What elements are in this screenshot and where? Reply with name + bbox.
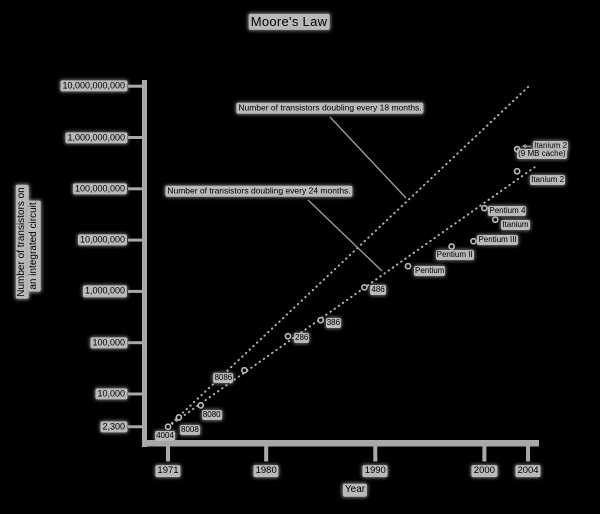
point-label: Pentium III <box>477 235 518 246</box>
y-tick-label: 2,300 <box>100 421 127 433</box>
x-tick <box>264 446 269 462</box>
annotation-leader-line <box>307 199 383 272</box>
trend-line <box>167 166 536 428</box>
data-point <box>360 283 368 291</box>
x-tick-label: 2000 <box>471 465 497 477</box>
x-tick-label: 2004 <box>515 465 541 477</box>
point-label: 8080 <box>201 410 222 421</box>
y-tick <box>128 84 142 88</box>
y-tick-label: 100,000,000 <box>72 183 127 195</box>
data-point <box>470 237 477 245</box>
point-label: Itanium <box>501 219 530 230</box>
data-point <box>404 262 412 270</box>
data-point <box>284 332 292 340</box>
x-tick-label: 1971 <box>155 465 181 477</box>
y-tick <box>128 187 142 191</box>
data-point <box>480 204 488 212</box>
annotation-leader-line <box>329 116 407 199</box>
y-tick <box>128 341 142 345</box>
y-tick-label: 1,000,000 <box>82 285 127 298</box>
data-point <box>197 401 205 409</box>
y-tick <box>128 289 142 293</box>
y-tick <box>128 136 142 139</box>
x-tick <box>373 446 378 462</box>
point-label: Itanium 2 <box>533 141 569 152</box>
trend-annotation: Number of transistors doubling every 18 … <box>236 102 424 114</box>
y-tick-label: 10,000 <box>95 388 127 400</box>
point-label: 4004 <box>155 430 175 441</box>
y-tick-label: 10,000,000 <box>77 234 127 246</box>
chart-title: Moore's Law <box>248 13 330 31</box>
point-label: Itanium 2 <box>530 175 566 186</box>
label-arrow-head-icon <box>521 143 527 149</box>
y-axis-line <box>142 80 147 447</box>
point-label: 286 <box>294 333 310 344</box>
data-point <box>513 167 521 175</box>
x-tick <box>166 446 170 462</box>
y-axis-title-line2: an integrated circuit <box>27 200 41 292</box>
y-axis-title-line1: Number of transistors on <box>15 185 29 299</box>
y-tick-label: 10,000,000,000 <box>60 80 127 92</box>
data-point <box>317 316 325 324</box>
point-label: Pentium 4 <box>488 206 527 217</box>
point-label: 486 <box>370 285 386 296</box>
point-label: 8086 <box>213 373 234 384</box>
y-tick <box>128 425 142 429</box>
x-axis-title: Year <box>342 483 368 497</box>
x-tick-label: 1990 <box>362 465 388 477</box>
data-point <box>175 413 183 421</box>
point-label: Pentium II <box>435 249 474 260</box>
trend-annotation: Number of transistors doubling every 24 … <box>165 185 353 197</box>
data-point <box>448 243 456 250</box>
point-label: 386 <box>325 318 342 329</box>
data-point <box>240 366 248 374</box>
y-tick-label: 100,000 <box>90 337 127 349</box>
point-label: 8008 <box>180 425 200 436</box>
trend-line <box>167 83 532 428</box>
x-tick <box>482 446 487 462</box>
y-tick <box>128 238 142 242</box>
point-label: Pentium <box>414 266 446 277</box>
data-point <box>164 423 172 431</box>
x-tick <box>526 446 531 462</box>
x-axis-line <box>142 440 539 447</box>
point-label: (9 MB cache) <box>517 149 567 160</box>
y-tick-label: 1,000,000,000 <box>65 131 127 144</box>
y-tick <box>128 392 142 396</box>
data-point <box>491 216 499 224</box>
x-tick-label: 1980 <box>253 465 279 477</box>
